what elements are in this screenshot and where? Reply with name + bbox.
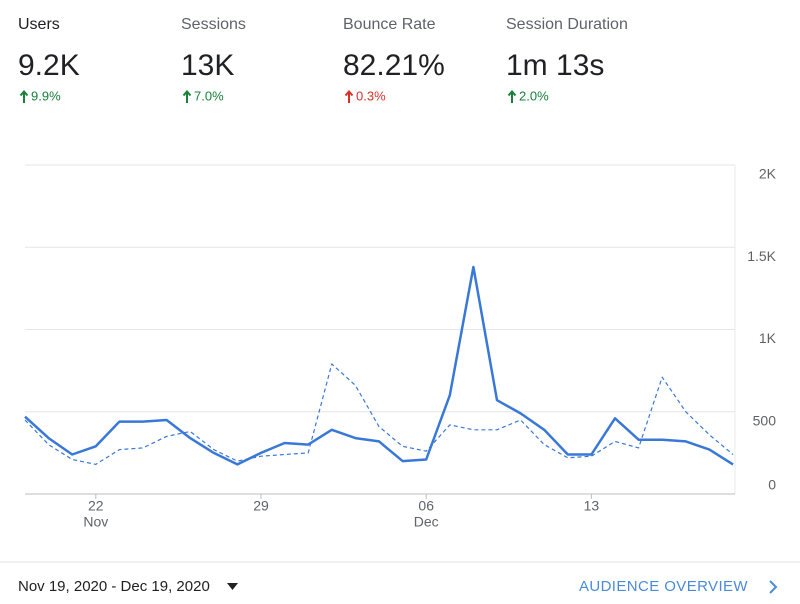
metric-label: Bounce Rate (343, 16, 436, 33)
change-arrow (344, 89, 354, 103)
x-tick-label: 13 (584, 498, 600, 514)
y-tick-label: 500 (753, 412, 777, 428)
change-arrow (182, 89, 192, 103)
metric-change: 9.9% (31, 88, 61, 103)
change-arrow (19, 89, 29, 103)
y-tick-label: 0 (768, 477, 776, 493)
metric-change: 2.0% (519, 88, 549, 103)
date-range[interactable]: Nov 19, 2020 - Dec 19, 2020 (18, 578, 210, 595)
y-tick-label: 1.5K (747, 248, 776, 264)
metric-label: Session Duration (506, 16, 628, 33)
x-tick-label: 22 (88, 498, 104, 514)
metric-value: 82.21% (343, 49, 445, 82)
previous-period-line (24, 363, 734, 465)
x-tick-label: 29 (253, 498, 269, 514)
metric-label: Users (18, 16, 60, 33)
x-month-label: Dec (414, 514, 439, 530)
metric-change: 0.3% (356, 88, 386, 103)
dropdown-icon[interactable] (227, 583, 238, 590)
metric-value: 1m 13s (506, 49, 604, 82)
metric-value: 9.2K (18, 49, 80, 82)
metric-label: Sessions (181, 16, 246, 33)
metric-value: 13K (181, 49, 234, 82)
current-period-line (24, 265, 734, 466)
x-tick-label: 06 (418, 498, 434, 514)
metric-change: 7.0% (194, 88, 224, 103)
y-tick-label: 2K (759, 166, 777, 182)
audience-overview-link[interactable]: AUDIENCE OVERVIEW (579, 578, 748, 595)
y-tick-label: 1K (759, 330, 777, 346)
chevron-icon[interactable] (769, 580, 778, 594)
x-month-label: Nov (83, 514, 108, 530)
change-arrow (507, 89, 517, 103)
